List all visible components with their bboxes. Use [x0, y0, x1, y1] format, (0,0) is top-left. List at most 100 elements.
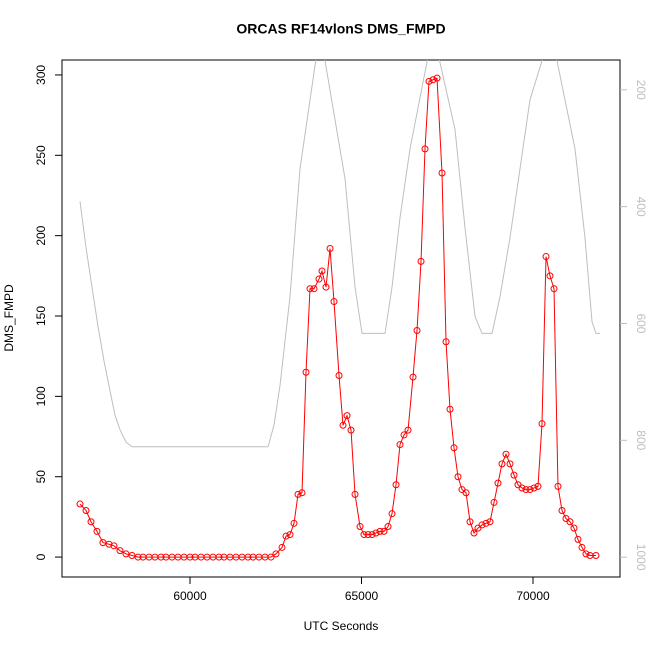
y2-tick-label: 600: [634, 313, 648, 333]
point: [421, 145, 429, 153]
point: [290, 519, 298, 527]
point: [482, 519, 490, 527]
point: [392, 481, 400, 489]
point: [425, 77, 433, 85]
point: [343, 412, 351, 420]
point: [413, 326, 421, 334]
point: [272, 550, 280, 558]
point: [400, 431, 408, 439]
point: [351, 490, 359, 498]
point: [339, 421, 347, 429]
point: [244, 553, 252, 561]
y-tick-label: 300: [34, 65, 48, 85]
point: [322, 283, 330, 291]
point: [302, 368, 310, 376]
point: [326, 245, 334, 253]
point: [186, 553, 194, 561]
point: [380, 527, 388, 535]
y-tick-label: 0: [34, 553, 48, 560]
point: [76, 500, 84, 508]
point: [486, 518, 494, 526]
point: [315, 275, 323, 283]
point: [347, 426, 355, 434]
point: [278, 543, 286, 551]
point: [330, 298, 338, 306]
series-line: [79, 77, 596, 558]
y-tick-label: 50: [34, 470, 48, 484]
point: [356, 523, 364, 531]
point: [298, 489, 306, 497]
point: [538, 420, 546, 428]
point: [442, 338, 450, 346]
x-tick-label: 65000: [345, 589, 379, 603]
point: [82, 506, 90, 514]
point: [522, 486, 530, 494]
point: [110, 542, 118, 550]
point: [87, 518, 95, 526]
point: [396, 441, 404, 449]
y2-tick-label: 1000: [634, 544, 648, 571]
point: [388, 510, 396, 518]
y-tick-label: 150: [34, 306, 48, 326]
point: [417, 257, 425, 265]
x-tick-label: 70000: [516, 589, 550, 603]
point: [542, 253, 550, 261]
point: [470, 529, 478, 537]
point: [454, 473, 462, 481]
point: [550, 285, 558, 293]
y-tick-label: 200: [34, 225, 48, 245]
y-tick-label: 100: [34, 386, 48, 406]
point: [310, 285, 318, 293]
point: [498, 460, 506, 468]
point: [518, 484, 526, 492]
point: [105, 540, 113, 548]
point: [116, 547, 124, 555]
point: [286, 531, 294, 539]
point: [294, 490, 302, 498]
point: [592, 551, 600, 559]
point: [494, 479, 502, 487]
point: [506, 460, 514, 468]
point: [360, 531, 368, 539]
y-axis-label: DMS_FMPD: [2, 284, 16, 352]
point: [409, 373, 417, 381]
point: [368, 531, 376, 539]
point: [376, 527, 384, 535]
point: [364, 531, 372, 539]
point: [490, 498, 498, 506]
point: [318, 267, 326, 275]
point: [429, 76, 437, 84]
point: [554, 482, 562, 490]
point: [502, 450, 510, 458]
point: [534, 482, 542, 490]
point: [566, 518, 574, 526]
chart-title: ORCAS RF14vlonS DMS_FMPD: [236, 21, 445, 37]
y2-tick-label: 200: [634, 80, 648, 100]
point: [93, 527, 101, 535]
point: [335, 371, 343, 379]
point: [558, 506, 566, 514]
plot-frame: [61, 59, 621, 578]
point: [574, 535, 582, 543]
point: [526, 486, 534, 494]
point: [438, 169, 446, 177]
point: [215, 553, 223, 561]
point: [570, 524, 578, 532]
point: [530, 484, 538, 492]
point: [384, 523, 392, 531]
point: [157, 553, 165, 561]
point: [372, 529, 380, 537]
point: [404, 426, 412, 434]
series-line: [79, 60, 601, 448]
point: [450, 444, 458, 452]
point: [478, 521, 486, 529]
plot-area: [76, 60, 601, 561]
point: [578, 543, 586, 551]
point: [446, 405, 454, 413]
point: [306, 285, 314, 293]
point: [433, 74, 441, 82]
point: [282, 532, 290, 540]
point: [462, 489, 470, 497]
point: [546, 272, 554, 280]
